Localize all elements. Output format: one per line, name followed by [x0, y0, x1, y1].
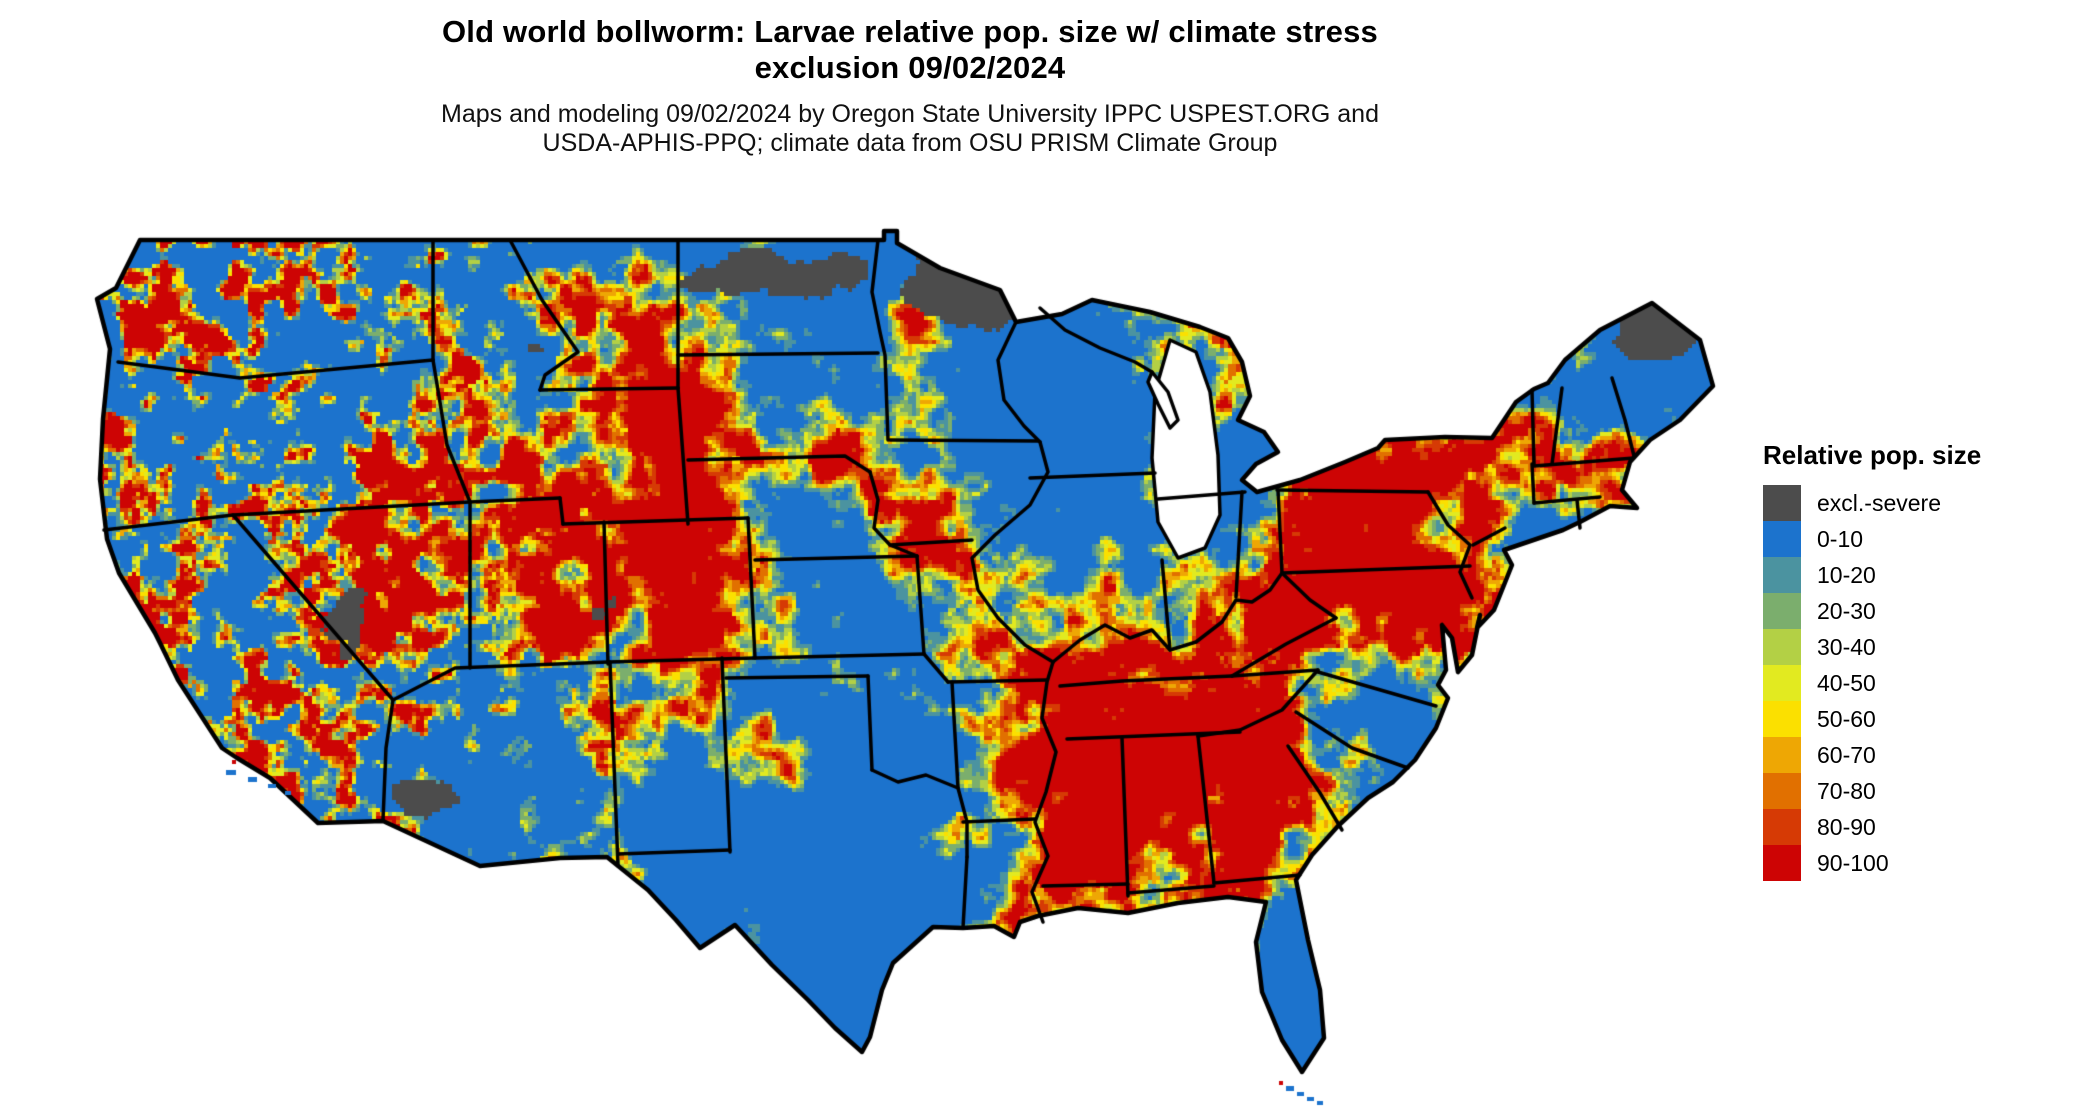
- legend-row: 90-100: [1763, 845, 2093, 881]
- legend-label: 10-20: [1817, 561, 1876, 588]
- legend-row: 70-80: [1763, 773, 2093, 809]
- legend-row: 80-90: [1763, 809, 2093, 845]
- legend-row: 0-10: [1763, 521, 2093, 557]
- legend-label: 70-80: [1817, 777, 1876, 804]
- legend-label: 20-30: [1817, 597, 1876, 624]
- legend-swatch: [1763, 809, 1801, 845]
- legend-row: excl.-severe: [1763, 485, 2093, 521]
- legend-swatch: [1763, 521, 1801, 557]
- legend-title: Relative pop. size: [1763, 440, 1982, 470]
- legend-swatch: [1763, 665, 1801, 701]
- legend-swatch: [1763, 629, 1801, 665]
- legend-row: 20-30: [1763, 593, 2093, 629]
- legend-swatch: [1763, 557, 1801, 593]
- legend-row: 50-60: [1763, 701, 2093, 737]
- legend-row: 40-50: [1763, 665, 2093, 701]
- legend-label: 50-60: [1817, 705, 1876, 732]
- legend-row: 10-20: [1763, 557, 2093, 593]
- legend-label: 0-10: [1817, 525, 1864, 552]
- legend-swatch: [1763, 845, 1801, 881]
- legend-swatch: [1763, 701, 1801, 737]
- legend: Relative pop. size excl.-severe 0-10 10-…: [1763, 440, 2093, 881]
- legend-swatch: [1763, 485, 1801, 521]
- legend-swatch: [1763, 737, 1801, 773]
- legend-swatch: [1763, 593, 1801, 629]
- legend-label: 40-50: [1817, 669, 1876, 696]
- legend-label: 90-100: [1817, 849, 1889, 876]
- legend-label: 60-70: [1817, 741, 1876, 768]
- legend-label: 30-40: [1817, 633, 1876, 660]
- legend-label: 80-90: [1817, 813, 1876, 840]
- legend-swatch: [1763, 773, 1801, 809]
- legend-items: excl.-severe 0-10 10-20 20-30 30-40 40-5…: [1763, 485, 2093, 881]
- legend-row: 60-70: [1763, 737, 2093, 773]
- legend-row: 30-40: [1763, 629, 2093, 665]
- legend-label: excl.-severe: [1817, 489, 1941, 516]
